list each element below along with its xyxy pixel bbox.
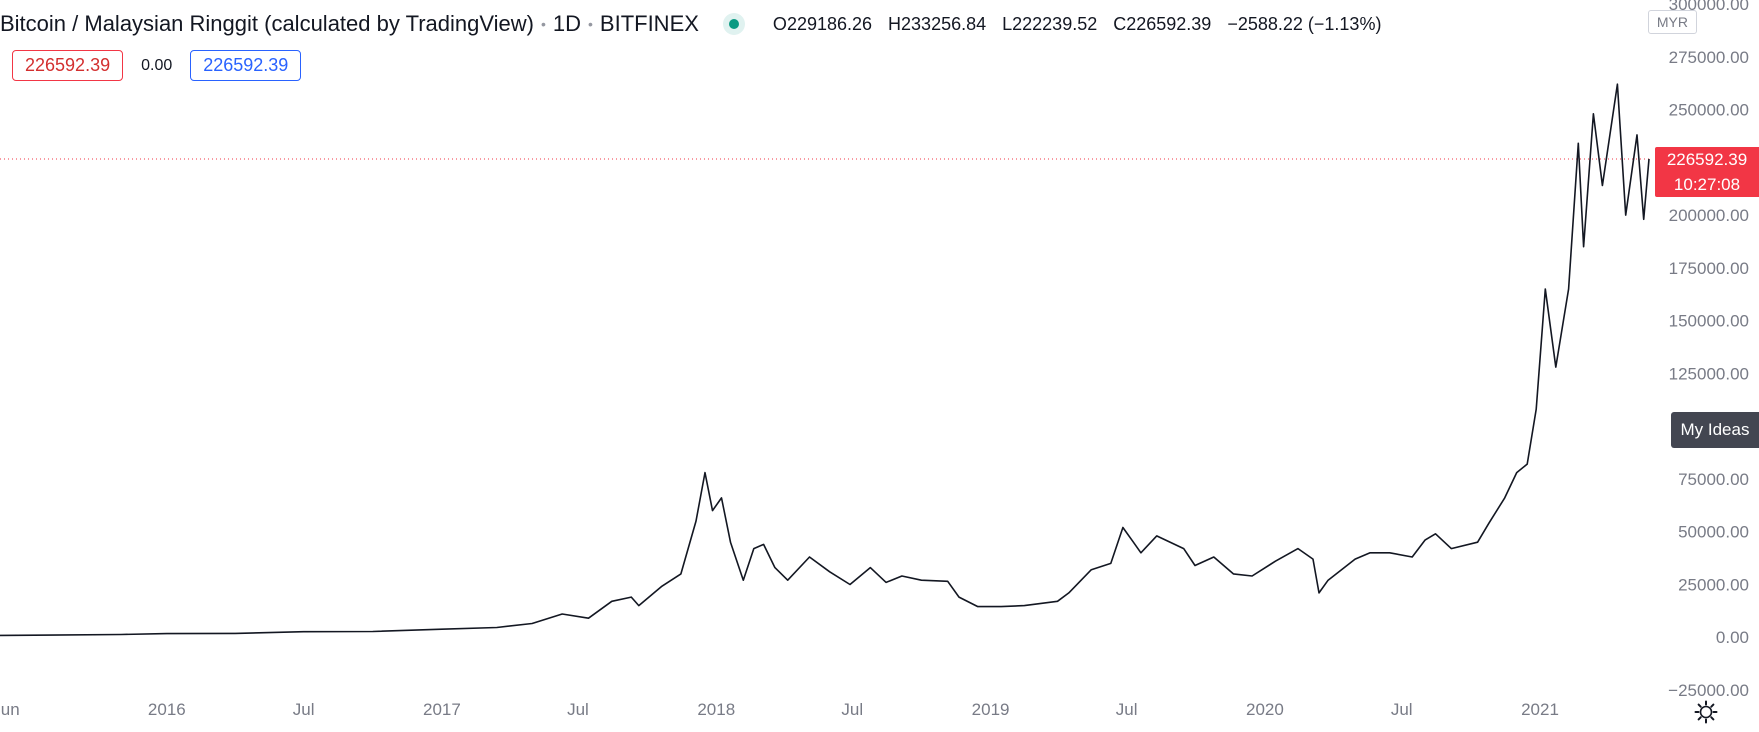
x-tick-label: 2021 [1521, 700, 1559, 719]
y-tick-label: 150000.00 [1669, 312, 1749, 331]
x-tick-label: Jun [0, 700, 20, 719]
x-tick-label: Jul [1391, 700, 1413, 719]
close-label: C [1113, 13, 1127, 34]
last-price-tag: 226592.39 10:27:08 [1655, 146, 1759, 197]
buy-button[interactable]: 226592.39 [190, 50, 302, 81]
y-tick-label: 200000.00 [1669, 206, 1749, 225]
market-status-icon[interactable] [722, 13, 745, 35]
high-label: H [888, 13, 902, 34]
high-value: 233256.84 [901, 13, 987, 34]
last-price-value: 226592.39 [1666, 149, 1748, 169]
x-tick-label: 2017 [423, 700, 461, 719]
symbol-title[interactable]: Bitcoin / Malaysian Ringgit (calculated … [0, 11, 534, 36]
y-tick-label: 250000.00 [1669, 101, 1749, 120]
y-tick-label: 275000.00 [1669, 48, 1749, 67]
y-tick-label: 75000.00 [1678, 470, 1749, 489]
my-ideas-button[interactable]: My Ideas [1671, 412, 1759, 448]
exchange-label: BITFINEX [599, 11, 699, 36]
trade-panel: 226592.39 0.00 226592.39 [12, 50, 302, 81]
y-tick-label: 175000.00 [1669, 259, 1749, 278]
time-axis[interactable]: Jun 2016 Jul 2017 Jul 2018 Jul 2019 Jul 2020 Jul 20… [0, 700, 1559, 719]
symbol-legend: Bitcoin / Malaysian Ringgit (calculated … [0, 8, 1381, 40]
separator-dot: • [588, 16, 593, 32]
bar-countdown: 10:27:08 [1673, 174, 1741, 194]
low-label: L [1002, 13, 1013, 34]
close-value: 226592.39 [1126, 13, 1212, 34]
x-tick-label: 2019 [972, 700, 1010, 719]
currency-badge[interactable]: MYR [1647, 10, 1697, 34]
interval-label[interactable]: 1D [552, 11, 581, 36]
spread-value: 0.00 [141, 56, 173, 74]
y-tick-label: −25000.00 [1668, 681, 1749, 700]
open-value: 229186.26 [786, 13, 873, 34]
x-tick-label: 2020 [1246, 700, 1284, 719]
ohlc-values: O229186.26 H233256.84 L222239.52 C226592… [773, 14, 1382, 35]
x-tick-label: Jul [293, 700, 315, 719]
y-tick-label: 50000.00 [1678, 523, 1749, 542]
x-tick-label: 2016 [148, 700, 186, 719]
separator-dot: • [540, 16, 546, 32]
price-axis[interactable]: 300000.00275000.00250000.00200000.001750… [1668, 0, 1749, 700]
low-value: 222239.52 [1012, 13, 1098, 34]
price-series-line [0, 83, 1650, 637]
x-tick-label: Jul [1116, 700, 1138, 719]
x-tick-label: Jul [841, 700, 863, 719]
y-tick-label: 125000.00 [1669, 364, 1749, 383]
gear-icon[interactable] [1694, 700, 1718, 724]
open-label: O [772, 13, 787, 34]
sell-button[interactable]: 226592.39 [12, 50, 124, 81]
y-tick-label: 0.00 [1716, 628, 1749, 647]
price-change: −2588.22 (−1.13%) [1227, 13, 1382, 34]
x-tick-label: Jul [567, 700, 589, 719]
y-tick-label: 25000.00 [1678, 575, 1749, 594]
x-tick-label: 2018 [697, 700, 735, 719]
